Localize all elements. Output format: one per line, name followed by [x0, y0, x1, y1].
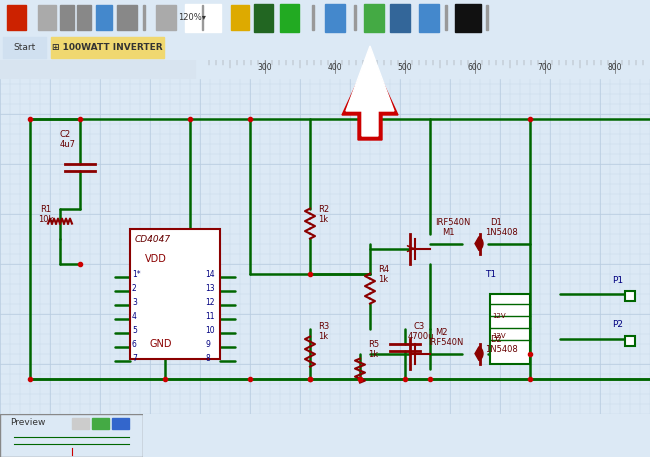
Text: 500: 500: [398, 63, 412, 72]
Bar: [419, 4, 439, 32]
Text: 4700u: 4700u: [408, 332, 434, 340]
Bar: [117, 5, 136, 30]
Bar: [325, 4, 344, 32]
Text: R4: R4: [378, 265, 389, 274]
Text: IRF540N: IRF540N: [428, 338, 463, 346]
Bar: [156, 5, 176, 30]
Bar: [38, 5, 56, 30]
Text: 600: 600: [468, 63, 482, 72]
Text: P2: P2: [612, 319, 623, 329]
Text: 11: 11: [205, 312, 214, 321]
Text: IRF540N: IRF540N: [435, 218, 471, 227]
Bar: [312, 5, 314, 30]
Bar: [280, 4, 299, 32]
Bar: [625, 291, 635, 301]
Bar: [130, 228, 220, 359]
Bar: [72, 418, 88, 429]
Text: 1N5408: 1N5408: [485, 345, 518, 354]
Text: 10k: 10k: [38, 215, 53, 223]
Bar: [112, 418, 129, 429]
Text: 3: 3: [132, 298, 137, 307]
Bar: [92, 418, 109, 429]
Polygon shape: [346, 46, 394, 136]
Text: 1k: 1k: [318, 215, 328, 223]
Text: M1: M1: [442, 228, 454, 237]
Text: VDD: VDD: [145, 254, 167, 264]
Bar: [625, 335, 635, 345]
Bar: [390, 4, 410, 32]
Bar: [143, 5, 145, 30]
Bar: [6, 5, 26, 30]
Bar: [77, 5, 91, 30]
Text: R5: R5: [368, 340, 379, 349]
Text: 12V: 12V: [492, 333, 506, 339]
Bar: [490, 293, 530, 364]
Bar: [96, 5, 112, 30]
Text: 14: 14: [205, 270, 214, 279]
Text: 700: 700: [538, 63, 552, 72]
Text: 4: 4: [132, 312, 137, 321]
Text: 2: 2: [132, 284, 136, 292]
Bar: [0, 60, 195, 79]
Text: C3: C3: [413, 322, 424, 330]
Text: 12: 12: [205, 298, 214, 307]
Text: 10: 10: [205, 325, 214, 335]
Text: 300: 300: [257, 63, 272, 72]
Bar: [254, 4, 273, 32]
Text: T1: T1: [485, 270, 496, 279]
Text: 1k: 1k: [318, 332, 328, 340]
Text: 800: 800: [608, 63, 622, 72]
Text: 1*: 1*: [132, 270, 140, 279]
Text: R2: R2: [318, 205, 329, 213]
Polygon shape: [342, 55, 398, 140]
Text: GND: GND: [150, 339, 172, 349]
Text: 1k: 1k: [368, 350, 378, 359]
Text: 12V: 12V: [492, 313, 506, 319]
Text: 7: 7: [132, 354, 137, 362]
Bar: [364, 4, 384, 32]
Bar: [202, 5, 203, 30]
Text: Start: Start: [13, 43, 35, 52]
Text: 6: 6: [132, 340, 137, 349]
Text: Preview: Preview: [10, 418, 46, 427]
Text: ⊞ 100WATT INVERTER: ⊞ 100WATT INVERTER: [52, 43, 162, 52]
Text: R3: R3: [318, 322, 330, 330]
Bar: [231, 5, 249, 30]
Bar: [445, 5, 447, 30]
Text: D2: D2: [490, 335, 502, 344]
Text: 8: 8: [205, 354, 210, 362]
Text: M2: M2: [435, 328, 447, 337]
Text: 4u7: 4u7: [60, 139, 76, 149]
Text: 120%▾: 120%▾: [177, 13, 206, 22]
Text: 1N5408: 1N5408: [485, 228, 518, 237]
Text: R1: R1: [40, 205, 51, 213]
Text: 400: 400: [328, 63, 343, 72]
Bar: [455, 4, 481, 32]
Bar: [51, 37, 164, 58]
Text: 9: 9: [205, 340, 210, 349]
Text: CD4047: CD4047: [135, 234, 171, 244]
Bar: [60, 5, 74, 30]
Text: P1: P1: [612, 276, 623, 285]
Text: 13: 13: [205, 284, 214, 292]
Text: 1k: 1k: [378, 275, 388, 284]
Text: 5: 5: [132, 325, 137, 335]
Text: C2: C2: [60, 130, 71, 138]
Text: D1: D1: [490, 218, 502, 227]
Bar: [354, 5, 356, 30]
Bar: [185, 4, 221, 32]
Bar: [486, 5, 488, 30]
Wedge shape: [475, 237, 483, 250]
Wedge shape: [475, 347, 483, 361]
Bar: [3, 37, 46, 58]
